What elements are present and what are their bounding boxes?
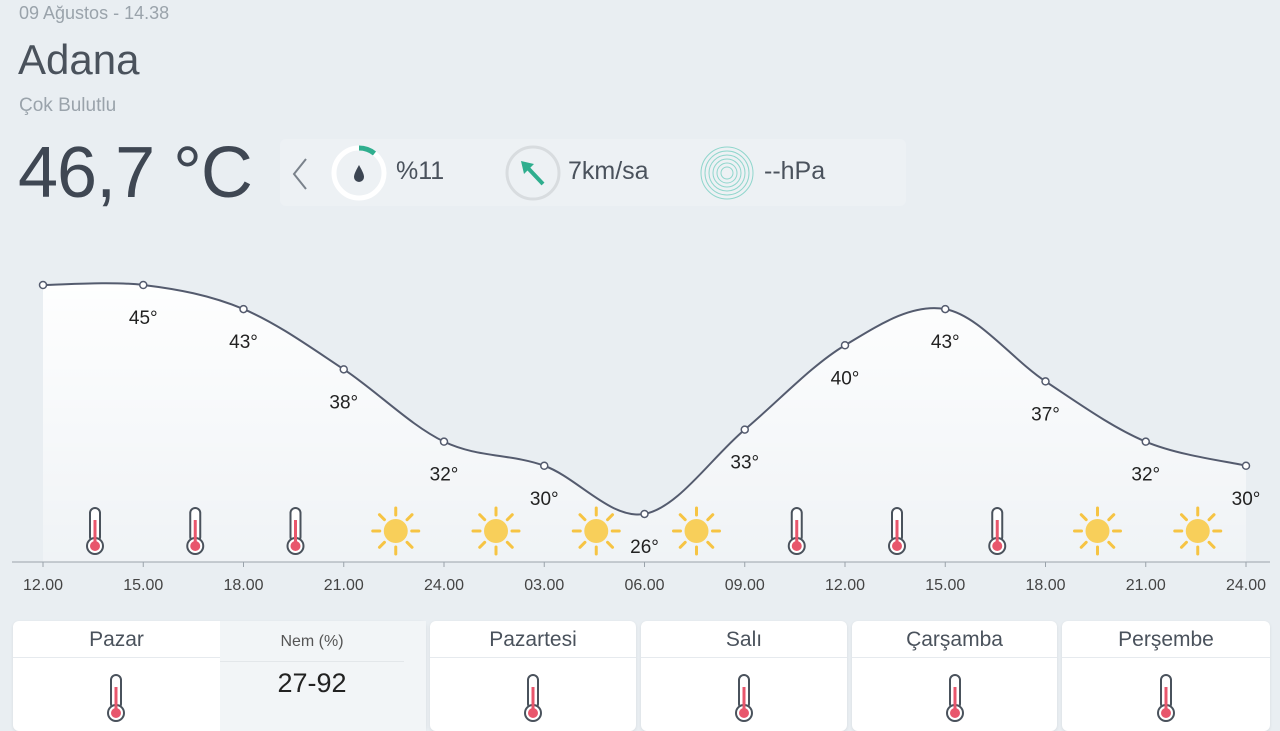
day-name: Perşembe	[1062, 621, 1270, 658]
x-tick-label: 21.00	[1126, 577, 1166, 594]
day-card-pazar[interactable]: Pazar Nem (%) 27-92	[13, 621, 426, 731]
data-point	[941, 304, 950, 314]
day-card-sali[interactable]: Salı	[641, 621, 847, 731]
data-label: 32°	[430, 465, 459, 486]
thermometer-icon	[943, 673, 967, 728]
data-point	[1241, 461, 1251, 470]
pressure-icon	[700, 146, 754, 200]
day-card-carsamba[interactable]: Çarşamba	[852, 621, 1057, 731]
wind-value: 7km/sa	[568, 157, 649, 185]
humidity-title: Nem (%)	[220, 621, 404, 662]
x-tick-label: 03.00	[524, 577, 564, 594]
x-tick-label: 06.00	[624, 577, 664, 594]
chevron-left-icon[interactable]	[288, 157, 312, 191]
thermometer-icon	[787, 507, 806, 555]
data-point	[1041, 377, 1050, 386]
day-card-pazartesi[interactable]: Pazartesi	[430, 621, 636, 731]
data-label: 38°	[329, 392, 358, 413]
day-name: Pazartesi	[430, 621, 636, 658]
thermometer-icon	[888, 507, 906, 555]
x-tick-label: 21.00	[324, 577, 364, 594]
humidity-range: 27-92	[277, 668, 347, 698]
sun-icon	[571, 506, 621, 556]
wind-direction-icon	[505, 145, 561, 201]
sun-icon	[672, 506, 721, 556]
condition: Çok Bulutlu	[19, 95, 117, 116]
x-tick-label: 09.00	[725, 577, 765, 594]
humidity-value: %11	[396, 157, 445, 185]
x-tick-label: 12.00	[23, 577, 63, 594]
thermometer-icon	[732, 673, 756, 728]
thermometer-icon	[988, 507, 1007, 555]
data-point	[840, 341, 850, 350]
thermometer-icon	[104, 673, 128, 728]
x-tick-label: 24.00	[424, 577, 464, 594]
data-label: 30°	[1232, 489, 1261, 510]
date-time: 09 Ağustos - 14.38	[19, 3, 170, 23]
x-tick-label: 15.00	[123, 577, 163, 594]
sun-icon	[1073, 506, 1122, 556]
data-point	[139, 280, 148, 290]
sun-icon	[1173, 506, 1223, 556]
data-label: 40°	[831, 368, 860, 389]
data-point	[540, 461, 549, 470]
data-label: 43°	[229, 332, 258, 353]
thermometer-icon	[521, 673, 545, 728]
data-label: 33°	[730, 453, 759, 474]
day-name: Çarşamba	[852, 621, 1057, 658]
data-label: 30°	[530, 489, 559, 510]
sun-icon	[371, 506, 421, 556]
data-point	[339, 365, 348, 374]
humidity-icon	[331, 145, 387, 201]
data-point	[1141, 437, 1150, 446]
data-point	[740, 425, 749, 434]
pressure-value: --hPa	[764, 157, 826, 185]
city-name: Adana	[18, 36, 140, 83]
info-bar: %11 7km/sa --hPa	[280, 139, 906, 206]
data-point	[640, 509, 649, 519]
day-card-persembe[interactable]: Perşembe	[1062, 621, 1270, 731]
day-name: Pazar	[13, 621, 220, 658]
data-label: 37°	[1031, 404, 1060, 425]
x-tick-label: 24.00	[1226, 577, 1266, 594]
temperature-area	[43, 283, 1246, 562]
x-tick-label: 18.00	[1025, 577, 1065, 594]
x-tick-label: 18.00	[223, 577, 263, 594]
data-label: 26°	[630, 537, 659, 558]
data-label: 45°	[129, 308, 158, 329]
day-name: Salı	[641, 621, 847, 658]
humidity-panel: Nem (%) 27-92	[220, 621, 426, 731]
data-label: 43°	[931, 332, 960, 353]
thermometer-icon	[86, 507, 104, 555]
data-point	[439, 437, 449, 446]
hourly-temperature-chart: 12.00 45° 15.00 43° 18.00 38° 21.00 32° 24.00 30°…	[12, 280, 1270, 594]
data-point	[38, 280, 48, 290]
x-tick-label: 12.00	[825, 577, 865, 594]
sun-icon	[471, 506, 521, 556]
x-tick-label: 15.00	[925, 577, 965, 594]
thermometer-icon	[286, 507, 305, 555]
current-temperature: 46,7 °C	[18, 133, 253, 213]
data-label: 32°	[1131, 465, 1160, 486]
thermometer-icon	[186, 507, 205, 555]
thermometer-icon	[1154, 673, 1178, 728]
data-point	[239, 304, 248, 314]
